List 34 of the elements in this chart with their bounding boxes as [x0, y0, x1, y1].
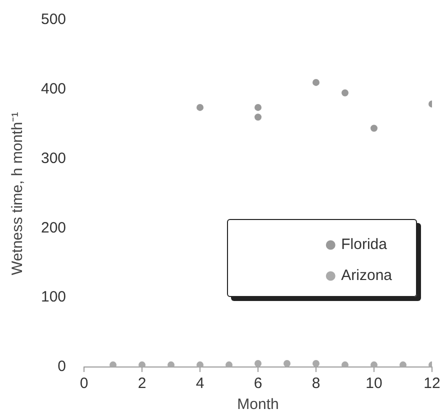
- point: [168, 361, 175, 367]
- point: [370, 361, 378, 367]
- x-tick-label: 10: [366, 375, 382, 392]
- legend-label: Florida: [341, 236, 388, 254]
- y-axis-title: Wetness time, h month⁻¹: [9, 112, 26, 276]
- point: [370, 124, 378, 132]
- x-tick-label: 8: [312, 375, 320, 392]
- y-tick-label: 400: [40, 80, 66, 98]
- y-tick-label: 500: [40, 11, 66, 28]
- y-tick-label: 300: [40, 150, 66, 167]
- y-tick-label: 200: [40, 219, 66, 236]
- point: [342, 361, 349, 367]
- point: [226, 361, 233, 367]
- x-tick-label: 4: [196, 375, 204, 392]
- x-tick-label: 2: [138, 375, 146, 392]
- legend-label: Arizona: [341, 267, 393, 284]
- point: [312, 78, 320, 86]
- point: [254, 104, 262, 111]
- x-tick-label: 12: [424, 375, 440, 392]
- point: [196, 361, 204, 367]
- point: [254, 114, 262, 121]
- point: [312, 360, 320, 367]
- x-tick-label: 0: [80, 375, 88, 392]
- point: [196, 104, 204, 111]
- point: [110, 361, 117, 367]
- y-tick-label: 100: [40, 288, 66, 306]
- point: [284, 360, 291, 367]
- point: [254, 360, 262, 367]
- point: [138, 361, 146, 367]
- x-tick-label: 6: [254, 375, 262, 392]
- y-tick-label: 0: [58, 358, 66, 376]
- point: [400, 361, 406, 367]
- point: [342, 89, 349, 96]
- x-axis-title: Month: [237, 396, 279, 414]
